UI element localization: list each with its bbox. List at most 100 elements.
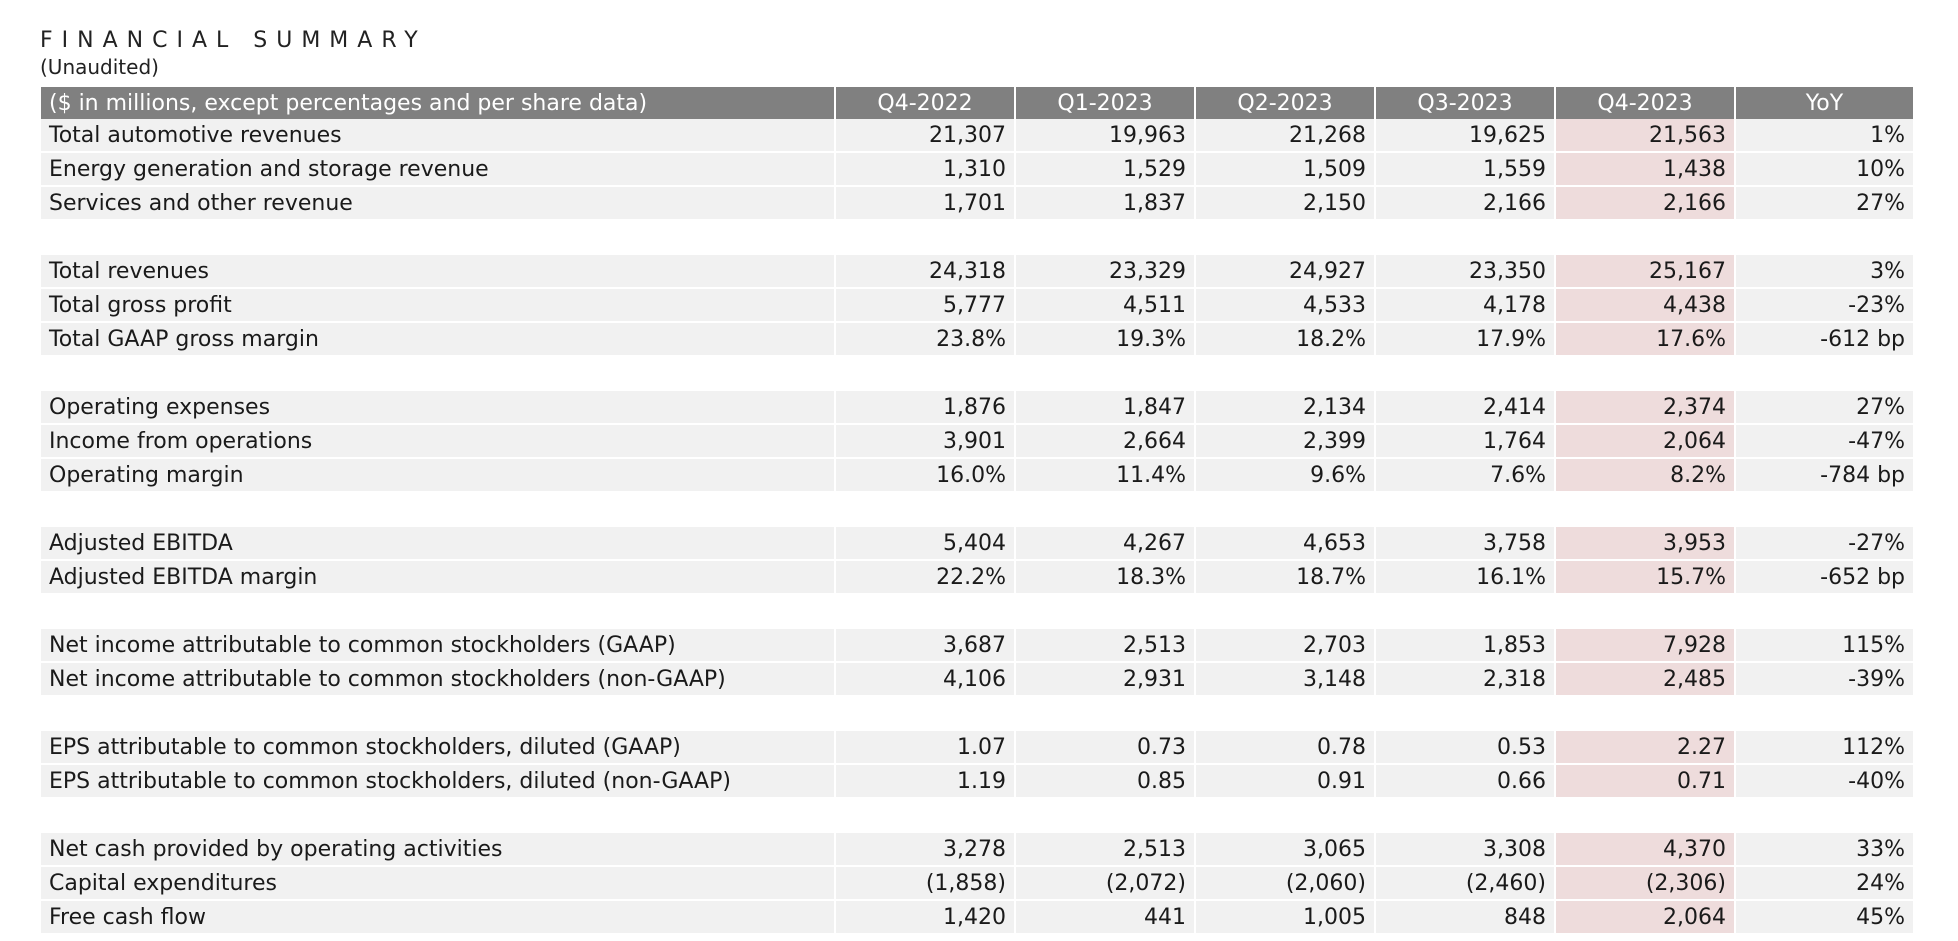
- cell-q4-2023: 1,438: [1556, 153, 1736, 187]
- cell-q2-2023: 24,927: [1196, 255, 1376, 289]
- cell-q3-2023: 1,764: [1376, 425, 1556, 459]
- row-label: Adjusted EBITDA margin: [41, 561, 836, 595]
- column-header-q3-2023: Q3-2023: [1376, 87, 1556, 119]
- cell-q1-2023: 19,963: [1016, 119, 1196, 153]
- cell-q4-2023: 2,166: [1556, 187, 1736, 221]
- cell-q2-2023: 9.6%: [1196, 459, 1376, 493]
- cell-q1-2023: 19.3%: [1016, 323, 1196, 357]
- group-spacer: [41, 697, 1913, 731]
- group-spacer: [41, 595, 1913, 629]
- cell-yoy: 10%: [1736, 153, 1913, 187]
- cell-q2-2023: 3,148: [1196, 663, 1376, 697]
- cell-q1-2023: 2,513: [1016, 629, 1196, 663]
- cell-q4-2023: 4,438: [1556, 289, 1736, 323]
- table-row: Income from operations 3,901 2,664 2,399 1,7…: [41, 425, 1913, 459]
- cell-q4-2022: 1,310: [836, 153, 1016, 187]
- table-row: EPS attributable to common stockholders,…: [41, 731, 1913, 765]
- table-row: Net income attributable to common stockh…: [41, 629, 1913, 663]
- cell-q3-2023: 17.9%: [1376, 323, 1556, 357]
- group-spacer: [41, 357, 1913, 391]
- cell-q3-2023: 0.53: [1376, 731, 1556, 765]
- cell-q4-2022: 3,278: [836, 833, 1016, 867]
- cell-q1-2023: 2,513: [1016, 833, 1196, 867]
- cell-q2-2023: 21,268: [1196, 119, 1376, 153]
- cell-q3-2023: 7.6%: [1376, 459, 1556, 493]
- cell-q4-2022: 1,876: [836, 391, 1016, 425]
- row-label: Total gross profit: [41, 289, 836, 323]
- cell-q3-2023: 2,166: [1376, 187, 1556, 221]
- cell-q1-2023: 1,837: [1016, 187, 1196, 221]
- page-subtitle: (Unaudited): [40, 55, 159, 79]
- table-row: Total automotive revenues 21,307 19,963 21,…: [41, 119, 1913, 153]
- cell-q4-2023: 2,064: [1556, 901, 1736, 935]
- cell-q1-2023: 4,511: [1016, 289, 1196, 323]
- cell-q2-2023: 0.91: [1196, 765, 1376, 799]
- spacer-cell: [41, 799, 1913, 833]
- cell-q3-2023: 848: [1376, 901, 1556, 935]
- cell-q4-2023: 7,928: [1556, 629, 1736, 663]
- column-header-q1-2023: Q1-2023: [1016, 87, 1196, 119]
- cell-q3-2023: 2,414: [1376, 391, 1556, 425]
- cell-yoy: -23%: [1736, 289, 1913, 323]
- group-spacer: [41, 221, 1913, 255]
- table-row: Net income attributable to common stockh…: [41, 663, 1913, 697]
- table-row: Operating expenses 1,876 1,847 2,134 2,414 2,…: [41, 391, 1913, 425]
- cell-q4-2023: 4,370: [1556, 833, 1736, 867]
- cell-q4-2022: 23.8%: [836, 323, 1016, 357]
- table-row: Adjusted EBITDA 5,404 4,267 4,653 3,758 3,953…: [41, 527, 1913, 561]
- cell-yoy: -39%: [1736, 663, 1913, 697]
- cell-q1-2023: 1,847: [1016, 391, 1196, 425]
- cell-q3-2023: (2,460): [1376, 867, 1556, 901]
- cell-q1-2023: 0.73: [1016, 731, 1196, 765]
- column-header-metric: ($ in millions, except percentages and p…: [41, 87, 836, 119]
- cell-q3-2023: 1,559: [1376, 153, 1556, 187]
- cell-q2-2023: 4,653: [1196, 527, 1376, 561]
- cell-q4-2023: 25,167: [1556, 255, 1736, 289]
- cell-yoy: 33%: [1736, 833, 1913, 867]
- table-row: Net cash provided by operating activitie…: [41, 833, 1913, 867]
- row-label: Free cash flow: [41, 901, 836, 935]
- cell-q3-2023: 3,758: [1376, 527, 1556, 561]
- row-label: Capital expenditures: [41, 867, 836, 901]
- table-row: Adjusted EBITDA margin 22.2% 18.3% 18.7% 16.…: [41, 561, 1913, 595]
- cell-yoy: -27%: [1736, 527, 1913, 561]
- table-row: Total revenues 24,318 23,329 24,927 23,350 25…: [41, 255, 1913, 289]
- table-row: Energy generation and storage revenue 1,3…: [41, 153, 1913, 187]
- cell-q2-2023: 1,005: [1196, 901, 1376, 935]
- cell-q4-2022: 4,106: [836, 663, 1016, 697]
- cell-q4-2022: 24,318: [836, 255, 1016, 289]
- cell-q4-2022: 21,307: [836, 119, 1016, 153]
- cell-q4-2022: 22.2%: [836, 561, 1016, 595]
- cell-q4-2022: 1.07: [836, 731, 1016, 765]
- cell-q4-2023: 15.7%: [1556, 561, 1736, 595]
- cell-q2-2023: 2,134: [1196, 391, 1376, 425]
- cell-q4-2023: 8.2%: [1556, 459, 1736, 493]
- cell-q1-2023: 1,529: [1016, 153, 1196, 187]
- cell-q2-2023: 18.2%: [1196, 323, 1376, 357]
- cell-yoy: 3%: [1736, 255, 1913, 289]
- row-label: Net income attributable to common stockh…: [41, 629, 836, 663]
- spacer-cell: [41, 357, 1913, 391]
- table-row: Total gross profit 5,777 4,511 4,533 4,178 4,…: [41, 289, 1913, 323]
- row-label: EPS attributable to common stockholders,…: [41, 731, 836, 765]
- cell-q4-2023: 3,953: [1556, 527, 1736, 561]
- group-spacer: [41, 493, 1913, 527]
- row-label: Energy generation and storage revenue: [41, 153, 836, 187]
- cell-q3-2023: 4,178: [1376, 289, 1556, 323]
- cell-q1-2023: 0.85: [1016, 765, 1196, 799]
- row-label: Total automotive revenues: [41, 119, 836, 153]
- financial-summary-table: ($ in millions, except percentages and p…: [41, 87, 1913, 935]
- page-title: FINANCIAL SUMMARY: [40, 28, 427, 53]
- row-label: EPS attributable to common stockholders,…: [41, 765, 836, 799]
- row-label: Total GAAP gross margin: [41, 323, 836, 357]
- row-label: Services and other revenue: [41, 187, 836, 221]
- cell-q4-2022: 1.19: [836, 765, 1016, 799]
- spacer-cell: [41, 493, 1913, 527]
- cell-q4-2022: 3,901: [836, 425, 1016, 459]
- column-header-q4-2023: Q4-2023: [1556, 87, 1736, 119]
- cell-yoy: -612 bp: [1736, 323, 1913, 357]
- table-row: EPS attributable to common stockholders,…: [41, 765, 1913, 799]
- row-label: Operating margin: [41, 459, 836, 493]
- cell-yoy: 24%: [1736, 867, 1913, 901]
- row-label: Income from operations: [41, 425, 836, 459]
